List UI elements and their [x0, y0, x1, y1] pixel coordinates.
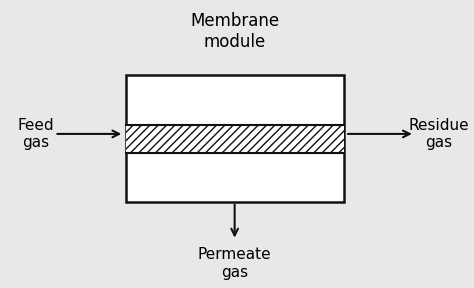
Bar — [126, 125, 344, 154]
Text: Residue
gas: Residue gas — [408, 118, 469, 150]
Bar — [126, 75, 344, 202]
Text: Permeate
gas: Permeate gas — [198, 247, 272, 280]
Text: Feed
gas: Feed gas — [17, 118, 54, 150]
Text: Membrane
module: Membrane module — [190, 12, 279, 51]
